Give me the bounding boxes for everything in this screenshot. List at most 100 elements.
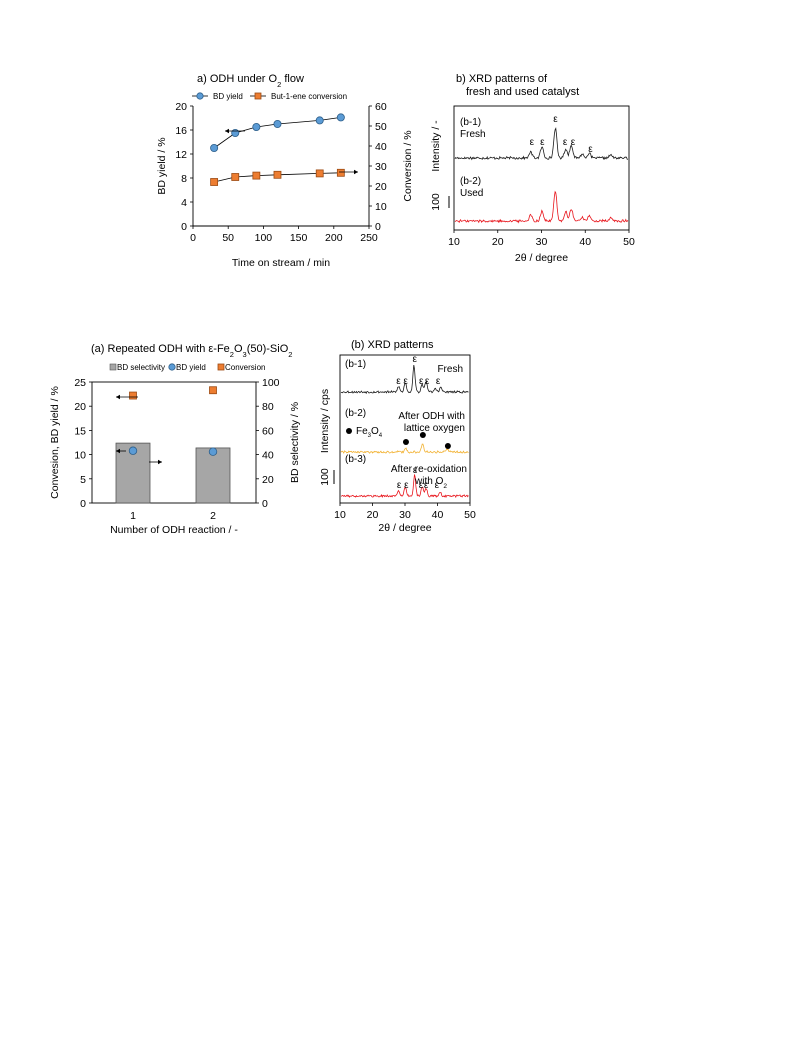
fe3o4-peak-dot [402,439,409,445]
epsilon-marker: ε [397,480,402,491]
y-tick-label-4: 20 [74,401,86,413]
x-tick-label-3: 40 [432,509,444,521]
x-axis-label: Number of ODH reaction / - [110,524,238,536]
x-tick-label-2: 100 [255,232,273,244]
scale-bar-label: 100 [430,193,442,211]
x-axis-label: 2θ / degree [515,252,568,264]
bar-bd-selectivity [115,442,151,504]
scale-bar-label: 100 [319,468,331,486]
epsilon-marker: ε [403,376,408,387]
y2-tick-label-4: 80 [262,401,274,413]
fe3o4-mid: O [371,426,379,437]
chart-title: (b) XRD patterns [351,339,434,351]
axis-arrow-conversion [116,394,138,400]
y2-tick-label-3: 60 [262,425,274,437]
point-bd-yield [210,143,219,152]
epsilon-marker: ε [425,376,430,387]
epsilon-marker: ε [540,137,545,148]
y-axis-label: Intensity / cps [319,389,331,453]
y2-tick-label-5: 50 [375,121,387,133]
x-tick-label-1: 50 [222,232,234,244]
axis-arrow-right [339,169,358,175]
y-tick-label-5: 20 [175,101,187,113]
x-tick-label-4: 50 [464,509,476,521]
fe3o4-legend-label: Fe3O4 [356,426,383,439]
y2-tick-label-2: 20 [375,181,387,193]
chart-title-line1: b) XRD patterns of [456,73,548,85]
point-conversion [252,171,261,180]
trace-label-fresh: Fresh [460,129,486,140]
fe3o4-sub1: 3 [368,433,372,439]
point-bd-yield [208,447,218,456]
trace-label-b2: (b-2) [460,176,481,187]
y2-tick-label-2: 40 [262,450,274,462]
x-tick-label-0: 0 [190,232,196,244]
legend-label-conversion: Conversion [225,363,265,372]
point-bd-yield [231,128,240,137]
y-tick-label-5: 25 [74,377,86,389]
y2-tick-label-5: 100 [262,377,280,389]
y2-tick-label-0: 0 [375,221,381,233]
epsilon-marker: ε [553,114,558,125]
trace-note-after-odh-2: lattice oxygen [404,423,465,434]
epsilon-marker: ε [571,137,576,148]
epsilon-marker: ε [530,137,535,148]
chart-title: a) ODH under O2 flow [197,73,304,89]
y-axis-label: Convesion, BD yield / % [49,386,61,499]
chart-repeated-odh: (a) Repeated ODH with ε-Fe2O3(50)-SiO2 BD… [49,343,301,536]
chart-title-end: (50)-SiO [247,343,289,355]
trace-note-after-odh-1: After ODH with [398,411,465,422]
x-tick-label-2: 30 [536,236,548,248]
point-conversion [336,168,345,177]
point-conversion [273,170,282,179]
fe3o4-legend-dot [346,428,352,434]
trace-note-reox-2: with O2 [414,476,447,490]
legend-label-bd-yield: BD yield [176,363,206,372]
xrd-trace-used [454,190,629,224]
axis-arrow-left [225,128,245,134]
epsilon-marker: ε [404,480,409,491]
legend-marker-conversion [254,92,262,100]
point-conversion [209,386,217,395]
legend-label-bd-selectivity: BD selectivity [117,363,165,372]
point-bd-yield [273,120,282,129]
x-tick-label-1: 20 [492,236,504,248]
epsilon-marker: ε [424,480,429,491]
y2-tick-label-6: 60 [375,101,387,113]
legend-label-bd-yield: BD yield [213,92,243,101]
x-axis-label: 2θ / degree [378,522,431,534]
chart-title-sub1: 2 [230,350,234,359]
trace-label-b2: (b-2) [345,408,366,419]
legend-marker-bd-selectivity [109,363,117,371]
epsilon-marker: ε [436,376,441,387]
point-conversion [129,391,137,400]
x-tick-label-1: 20 [367,509,379,521]
x-tick-label-2: 30 [399,509,411,521]
y-tick-label-0: 0 [181,221,187,233]
bar-bd-selectivity [195,447,231,504]
point-conversion [315,169,324,178]
fe3o4-peak-dot [419,432,426,438]
point-conversion [210,178,219,186]
legend: BD yield But-1-ene conversion [192,92,347,101]
xrd-trace-fresh [454,127,628,161]
trace-label-used: Used [460,188,483,199]
chart-xrd-patterns: (b) XRD patterns 10 20 30 40 50 2θ / degree Int… [319,339,476,534]
fe3o4-sub2: 4 [379,433,383,439]
axis-arrow-right [149,459,162,465]
trace-note-reox-sub: 2 [443,483,447,490]
epsilon-marker: ε [413,465,418,476]
xrd-trace-after-odh [340,443,469,454]
y2-axis-label: Conversion / % [402,130,414,201]
chart-title-line2: fresh and used catalyst [466,86,579,98]
chart-title-sub3: 2 [288,350,292,359]
chart-title-mid: O [234,343,243,355]
y2-axis-label: BD selectivity / % [289,402,301,483]
chart-title-end: flow [281,73,304,85]
epsilon-marker: ε [396,376,401,387]
trace-note-fresh: Fresh [437,364,463,375]
y-tick-label-2: 8 [181,173,187,185]
y-tick-label-1: 5 [80,474,86,486]
